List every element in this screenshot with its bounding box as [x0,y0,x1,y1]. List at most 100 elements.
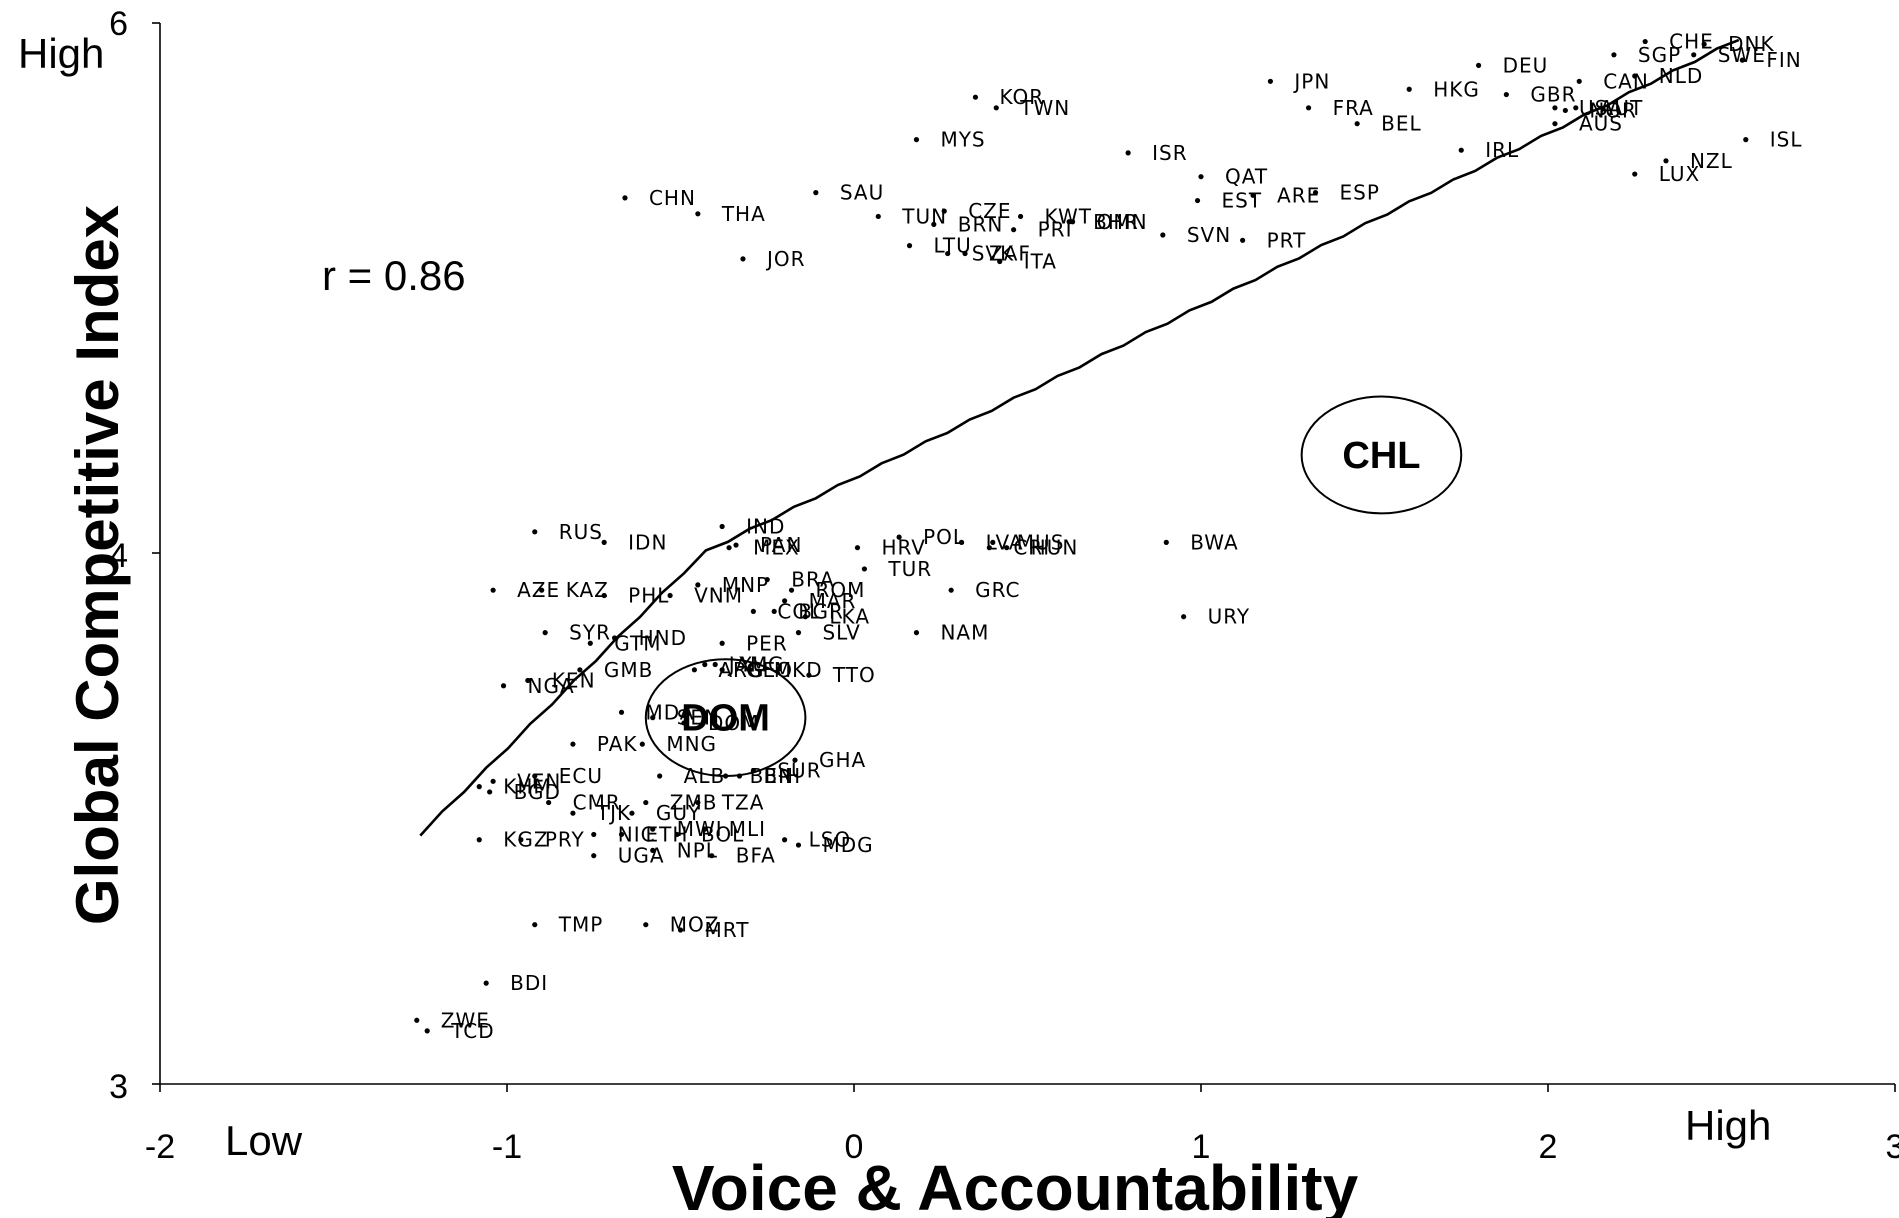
data-point [709,853,715,859]
point-label: KEN [552,668,596,692]
data-point [1163,539,1169,546]
point-label: THA [721,202,766,226]
point-label: NGA [528,674,575,698]
point-label: MOZ [670,913,720,937]
data-point [795,630,802,636]
data-point [570,810,576,816]
point-label: MDA [646,700,695,724]
data-point [993,105,999,111]
point-label: BRN [958,212,1004,236]
tick-labels: -2 -1 0 1 2 3 3 4 6 [109,5,1899,1166]
x-axis-title: Voice & Accountability [672,1152,1359,1218]
data-point [1611,52,1617,58]
point-label: TTO [832,663,876,687]
point-label: URY [1208,605,1250,629]
data-point [532,529,538,535]
point-label: JOR [765,247,806,271]
point-label: HUN [1031,536,1079,560]
data-point [611,635,618,641]
point-label: GHA [819,748,866,772]
data-point [945,250,951,257]
point-label: GBR [1530,83,1576,107]
point-label: ZAF [989,242,1031,266]
data-point [570,741,576,747]
point-label: FIN [1766,48,1801,72]
data-point [972,94,979,100]
data-point [1503,91,1509,98]
data-point [487,789,493,795]
point-label: ISR [1152,141,1188,165]
highlight-label: CHL [1342,435,1420,477]
data-point [490,587,496,593]
data-point [806,672,812,678]
point-label: MDG [822,833,873,857]
data-point [792,757,798,763]
point-label: IND [746,515,785,539]
point-label: TZA [721,791,765,815]
point-label: BEL [1381,112,1422,136]
point-label: KHM [503,775,551,799]
data-point [643,922,649,928]
data-point [1406,86,1412,92]
point-label: BHR [1093,210,1139,234]
data-point [577,667,583,673]
point-label: EST [1222,189,1263,213]
data-point [525,677,531,684]
data-point [639,741,645,747]
point-label: ARG [718,658,764,682]
point-label: COL [777,599,821,623]
data-point [795,842,802,848]
data-point [896,534,902,540]
regression-line [419,38,1740,837]
data-point [1743,137,1749,143]
data-point [1691,52,1697,58]
point-label: CRI [1013,536,1050,560]
point-label: ITA [1024,250,1057,274]
data-point [764,576,770,583]
data-point [622,195,628,201]
point-label: GUY [656,801,701,825]
data-point [691,667,697,673]
data-point [695,211,701,217]
highlighted-countries: CHL DOM [644,395,1463,778]
point-label: UGA [618,844,665,868]
data-point [702,661,708,668]
point-label: CHE [1669,30,1714,54]
data-point [854,545,861,551]
data-point [813,190,819,196]
point-label: ARE [1277,183,1320,207]
data-point [1476,62,1482,68]
data-point [695,582,701,588]
point-label: POL [923,525,965,549]
point-label: AUS [1579,112,1623,136]
point-label: MNG [666,732,717,756]
data-point [601,592,607,599]
data-point [618,709,625,715]
point-label: MEX [753,536,800,560]
data-point [1250,192,1256,198]
point-label: HND [639,626,687,650]
data-point [1198,174,1204,180]
point-label: SEN [677,706,720,730]
point-label: NZL [1690,149,1733,173]
data-point [1576,78,1582,84]
point-label: PAK [597,732,638,756]
point-label: MNP [722,573,769,597]
data-point [650,715,656,721]
point-label: BFA [736,844,776,868]
point-label: NAM [940,621,989,645]
data-point [719,640,725,646]
data-point [650,847,656,853]
tick-marks [152,22,1896,1092]
point-label: NOR [1589,98,1637,122]
data-point [1194,197,1201,204]
data-point [591,831,597,838]
point-label: GRC [975,578,1020,602]
x-low-label: Low [225,1117,303,1164]
point-label: HKG [1433,77,1480,101]
point-label: AUT [1600,96,1644,120]
x-tick-label: 1 [1192,1128,1211,1166]
data-point [1267,78,1273,84]
point-label: KAZ [566,578,609,602]
data-point [1070,219,1076,225]
